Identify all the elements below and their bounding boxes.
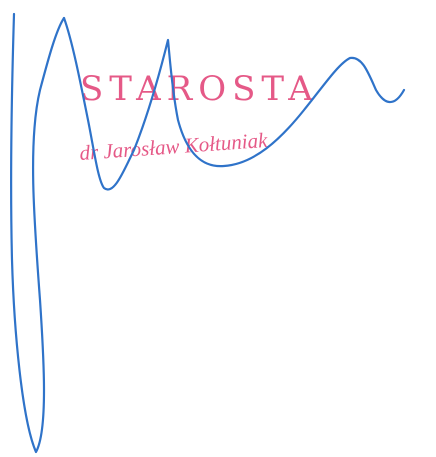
- handwritten-signature: [10, 12, 406, 454]
- signature-stroke-main: [62, 16, 406, 191]
- official-stamp: STAROSTA dr Jarosław Kołtuniak: [79, 69, 319, 165]
- signature-stroke-left-loop: [10, 12, 66, 454]
- stamp-name: dr Jarosław Kołtuniak: [79, 128, 269, 165]
- stamp-title: STAROSTA: [80, 69, 319, 109]
